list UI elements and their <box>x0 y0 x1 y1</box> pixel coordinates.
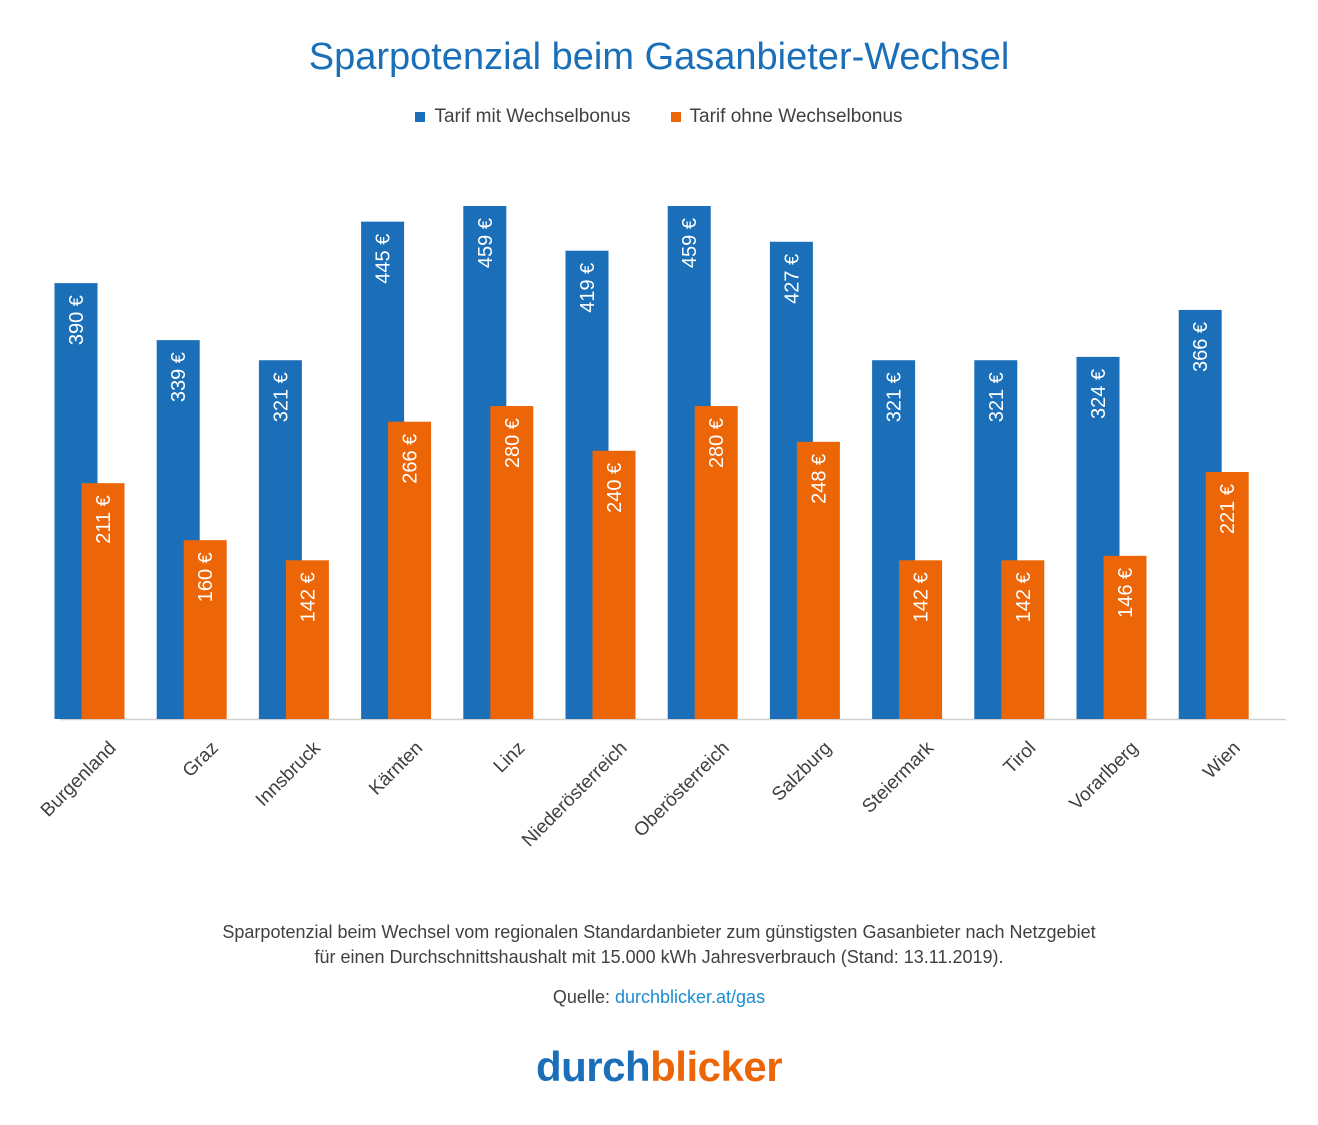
data-label-without-bonus-10: 146 € <box>1115 568 1137 618</box>
data-label-with-bonus-9: 321 € <box>986 372 1008 422</box>
bar-without-bonus-3 <box>388 421 432 719</box>
legend-label-with-bonus: Tarif mit Wechselbonus <box>434 106 631 127</box>
legend-item-with-bonus: Tarif mit Wechselbonus <box>415 106 631 128</box>
data-label-without-bonus-9: 142 € <box>1013 572 1035 622</box>
data-label-with-bonus-1: 339 € <box>168 352 190 402</box>
x-tick-label-0: Burgenland <box>37 738 121 822</box>
source-line: Quelle: durchblicker.at/gas <box>0 987 1318 1008</box>
data-label-without-bonus-3: 266 € <box>400 434 422 484</box>
logo-part-1: durch <box>535 1043 651 1090</box>
data-label-without-bonus-0: 211 € <box>93 495 115 544</box>
legend-item-without-bonus: Tarif ohne Wechselbonus <box>670 106 903 128</box>
bar-without-bonus-10 <box>1103 555 1147 719</box>
chart-note: Sparpotenzial beim Wechsel vom regionale… <box>0 920 1318 970</box>
data-label-without-bonus-6: 280 € <box>706 418 728 468</box>
data-label-with-bonus-3: 445 € <box>373 234 395 284</box>
bar-without-bonus-5 <box>592 450 636 719</box>
data-label-without-bonus-11: 221 € <box>1217 484 1239 534</box>
bar-without-bonus-7 <box>796 441 840 719</box>
bar-without-bonus-8 <box>899 560 943 719</box>
x-tick-label-9: Tirol <box>1000 738 1040 778</box>
legend-swatch-with-bonus <box>415 112 426 122</box>
data-label-with-bonus-4: 459 € <box>475 218 497 268</box>
x-tick-label-10: Vorarlberg <box>1066 738 1143 815</box>
x-tick-label-2: Innsbruck <box>252 737 325 810</box>
legend-label-without-bonus: Tarif ohne Wechselbonus <box>689 106 903 127</box>
bar-chart: 390 € 211 € Burgenland 339 € 160 € Graz 321 € 1… <box>37 206 1286 851</box>
data-label-with-bonus-5: 419 € <box>577 263 599 313</box>
bar-without-bonus-4 <box>490 406 534 719</box>
data-label-with-bonus-6: 459 € <box>679 218 701 268</box>
source-link[interactable]: durchblicker.at/gas <box>614 987 766 1007</box>
bar-without-bonus-0 <box>81 483 125 719</box>
x-tick-label-6: Oberösterreich <box>630 738 734 842</box>
x-tick-label-3: Kärnten <box>365 738 427 800</box>
note-line-1: Sparpotenzial beim Wechsel vom regionale… <box>222 922 1096 942</box>
chart-title: Sparpotenzial beim Gasanbieter-Wechsel <box>308 36 1010 78</box>
data-label-without-bonus-5: 240 € <box>604 463 626 513</box>
data-label-with-bonus-11: 366 € <box>1190 322 1212 372</box>
note-line-2: für einen Durchschnittshaushalt mit 15.0… <box>314 947 1004 967</box>
x-tick-label-1: Graz <box>179 738 223 782</box>
legend-swatch-without-bonus <box>670 112 681 122</box>
data-label-with-bonus-7: 427 € <box>781 254 803 304</box>
data-label-without-bonus-8: 142 € <box>911 572 933 622</box>
bar-without-bonus-11 <box>1205 472 1249 719</box>
logo-part-2: blicker <box>650 1043 783 1090</box>
data-label-without-bonus-2: 142 € <box>297 572 319 622</box>
x-tick-label-4: Linz <box>490 738 529 777</box>
data-label-without-bonus-7: 248 € <box>808 454 830 504</box>
legend: Tarif mit Wechselbonus Tarif ohne Wechse… <box>0 106 1318 128</box>
x-tick-label-7: Salzburg <box>768 738 836 806</box>
bar-without-bonus-6 <box>694 406 738 719</box>
data-label-with-bonus-0: 390 € <box>66 295 88 345</box>
data-label-with-bonus-2: 321 € <box>270 372 292 422</box>
data-label-without-bonus-4: 280 € <box>502 418 524 468</box>
data-label-with-bonus-10: 324 € <box>1088 369 1110 419</box>
x-tick-label-8: Steiermark <box>858 737 938 817</box>
source-label: Quelle: <box>552 987 610 1007</box>
x-tick-label-5: Niederösterreich <box>518 738 631 851</box>
durchblicker-logo: durchblicker <box>0 1043 1318 1091</box>
data-label-with-bonus-8: 321 € <box>884 372 906 422</box>
bar-without-bonus-1 <box>183 540 227 719</box>
x-tick-label-11: Wien <box>1199 738 1244 783</box>
bar-without-bonus-9 <box>1001 560 1045 719</box>
data-label-without-bonus-1: 160 € <box>195 552 217 602</box>
bar-without-bonus-2 <box>285 560 329 719</box>
